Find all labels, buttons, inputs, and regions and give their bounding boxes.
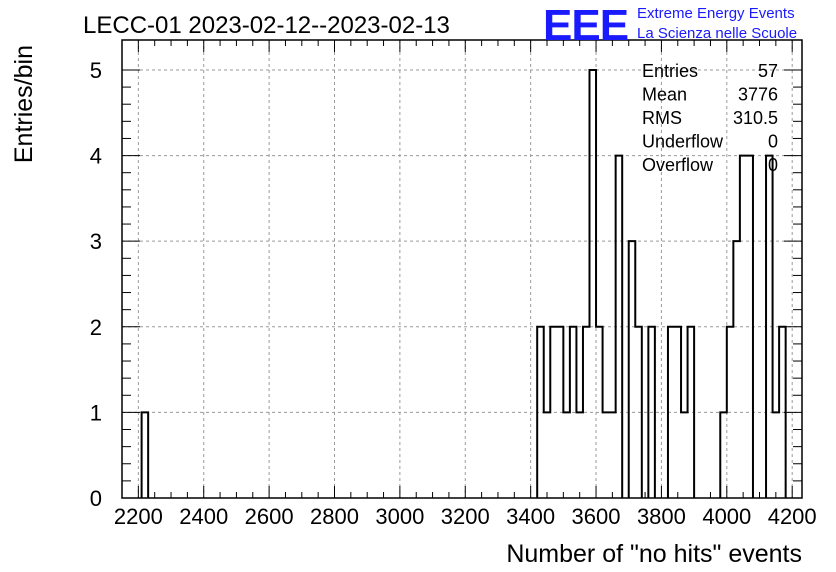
stats-box: Entries 57 Mean 3776 RMS 310.5 Underflow 0 Overf… bbox=[642, 61, 778, 175]
x-tick-label: 3400 bbox=[506, 504, 555, 529]
x-tick-label: 3000 bbox=[375, 504, 424, 529]
stats-label: Mean bbox=[642, 85, 687, 105]
y-tick-label: 0 bbox=[90, 486, 102, 511]
stats-label: RMS bbox=[642, 108, 682, 128]
x-tick-label: 2800 bbox=[310, 504, 359, 529]
stats-value: 310.5 bbox=[733, 108, 778, 128]
eee-logo: EEE bbox=[543, 1, 628, 50]
x-tick-label: 2200 bbox=[114, 504, 163, 529]
y-tick-label: 1 bbox=[90, 400, 102, 425]
y-tick-label: 2 bbox=[90, 315, 102, 340]
logo-line-1: Extreme Energy Events bbox=[637, 5, 795, 22]
logo-line-2: La Scienza nelle Scuole bbox=[637, 25, 797, 42]
axis-ticks bbox=[122, 40, 802, 499]
histogram-outline bbox=[140, 68, 787, 498]
x-tick-label: 2400 bbox=[179, 504, 228, 529]
y-axis-label: Entries/bin bbox=[10, 45, 38, 163]
y-tick-label: 4 bbox=[90, 144, 102, 169]
plot-frame bbox=[121, 39, 803, 499]
y-tick-label: 3 bbox=[90, 229, 102, 254]
x-tick-label: 4200 bbox=[768, 504, 817, 529]
x-tick-labels: 2200 2400 2600 2800 3000 3200 3400 3600 3800 4000… bbox=[114, 504, 817, 529]
stats-value: 3776 bbox=[738, 85, 778, 105]
stats-label: Underflow bbox=[642, 132, 724, 152]
stats-label: Overflow bbox=[642, 155, 714, 175]
x-tick-label: 3800 bbox=[637, 504, 686, 529]
x-axis-label: Number of "no hits" events bbox=[506, 540, 802, 568]
chart-title: LECC-01 2023-02-12--2023-02-13 bbox=[83, 12, 450, 39]
stats-value: 0 bbox=[768, 132, 778, 152]
stats-value: 0 bbox=[768, 155, 778, 175]
x-tick-label: 4000 bbox=[702, 504, 751, 529]
stats-label: Entries bbox=[642, 61, 698, 81]
y-tick-label: 5 bbox=[90, 58, 102, 83]
x-tick-label: 2600 bbox=[245, 504, 294, 529]
x-tick-label: 3200 bbox=[441, 504, 490, 529]
x-tick-label: 3600 bbox=[572, 504, 621, 529]
y-tick-labels: 0 1 2 3 4 5 bbox=[90, 58, 102, 511]
stats-value: 57 bbox=[758, 61, 778, 81]
